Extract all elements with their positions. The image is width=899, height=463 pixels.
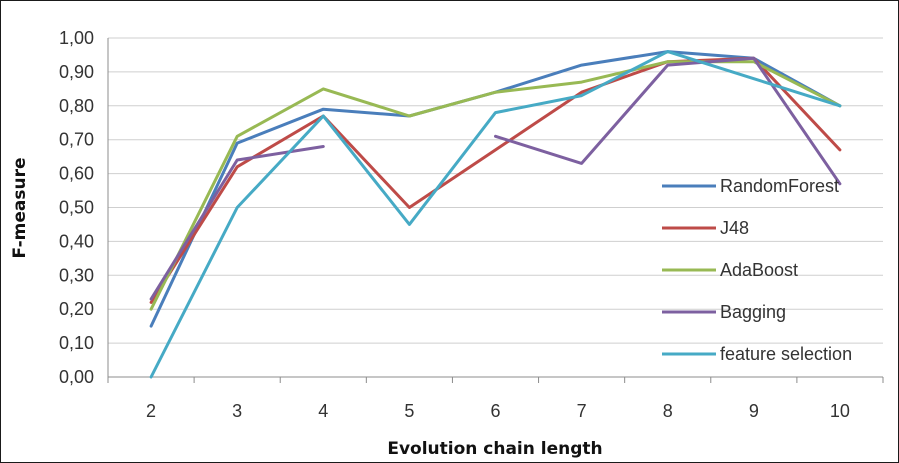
y-tick-labels: 0,00 0,10 0,20 0,30 0,40 0,50 0,60 0,70 0,80 0,90…: [59, 28, 94, 387]
series-feature-selection: [149, 50, 842, 379]
x-tick-label: 8: [663, 401, 673, 421]
y-tick-label: 0,40: [59, 231, 94, 251]
x-tick-labels: 2 3 4 5 6 7 8 9 10: [107, 377, 884, 421]
legend-label: AdaBoost: [720, 260, 798, 280]
x-tick-label: 6: [490, 401, 500, 421]
x-tick-label: 3: [232, 401, 242, 421]
x-tick-label: 2: [146, 401, 156, 421]
legend: RandomForest J48 AdaBoost Bagging feature se…: [662, 176, 852, 364]
legend-label: J48: [720, 218, 749, 238]
y-axis-title: F-measure: [10, 158, 30, 259]
legend-label: feature selection: [720, 344, 852, 364]
y-tick-label: 0,00: [59, 367, 94, 387]
series-lines: [149, 50, 842, 379]
y-tick-label: 0,70: [59, 130, 94, 150]
legend-label: Bagging: [720, 302, 786, 322]
x-tick-label: 10: [830, 401, 850, 421]
x-tick-label: 5: [404, 401, 414, 421]
y-tick-label: 0,90: [59, 62, 94, 82]
x-tick-label: 9: [749, 401, 759, 421]
x-axis-title: Evolution chain length: [387, 439, 602, 459]
series-line: [149, 50, 842, 379]
y-tick-label: 0,30: [59, 265, 94, 285]
y-tick-label: 0,20: [59, 299, 94, 319]
series-line: [149, 145, 325, 301]
y-tick-label: 0,50: [59, 198, 94, 218]
y-tick-label: 0,80: [59, 96, 94, 116]
x-tick-label: 7: [577, 401, 587, 421]
y-tick-label: 1,00: [59, 28, 94, 48]
y-tick-label: 0,60: [59, 164, 94, 184]
x-tick-label: 4: [318, 401, 328, 421]
legend-label: RandomForest: [720, 176, 839, 196]
gridlines: [108, 37, 883, 344]
series-line: [494, 56, 842, 186]
series-bagging: [149, 56, 842, 301]
y-tick-label: 0,10: [59, 333, 94, 353]
